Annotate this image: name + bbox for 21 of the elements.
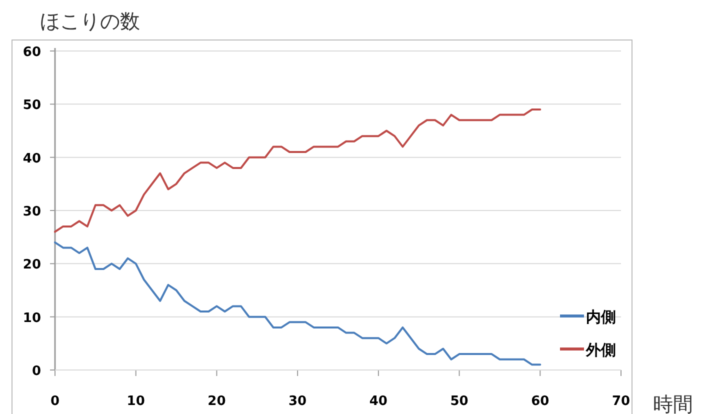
x-axis-title: 時間	[653, 392, 693, 414]
y-tick-label: 10	[22, 310, 41, 326]
x-tick-label: 40	[369, 394, 388, 409]
x-tick-label: 30	[288, 394, 307, 409]
x-tick-label: 10	[126, 394, 145, 409]
y-tick-label: 40	[22, 151, 41, 166]
x-tick-label: 60	[531, 394, 550, 409]
x-tick-label: 0	[50, 394, 60, 409]
y-tick-label: 20	[22, 258, 41, 273]
legend-label: 内側	[586, 308, 616, 326]
x-tick-label: 70	[612, 394, 630, 409]
x-tick-label: 20	[208, 394, 226, 409]
line-series	[54, 108, 542, 233]
x-tick-label: 50	[450, 394, 468, 409]
line-series	[54, 241, 542, 366]
legend-label: 外側	[585, 341, 616, 359]
y-tick-label: 50	[22, 98, 41, 114]
y-tick-label: 30	[22, 204, 41, 220]
y-tick-label: 60	[22, 45, 41, 60]
y-axis-title: ほこりの数	[40, 9, 140, 33]
y-tick-label: 0	[32, 364, 41, 379]
